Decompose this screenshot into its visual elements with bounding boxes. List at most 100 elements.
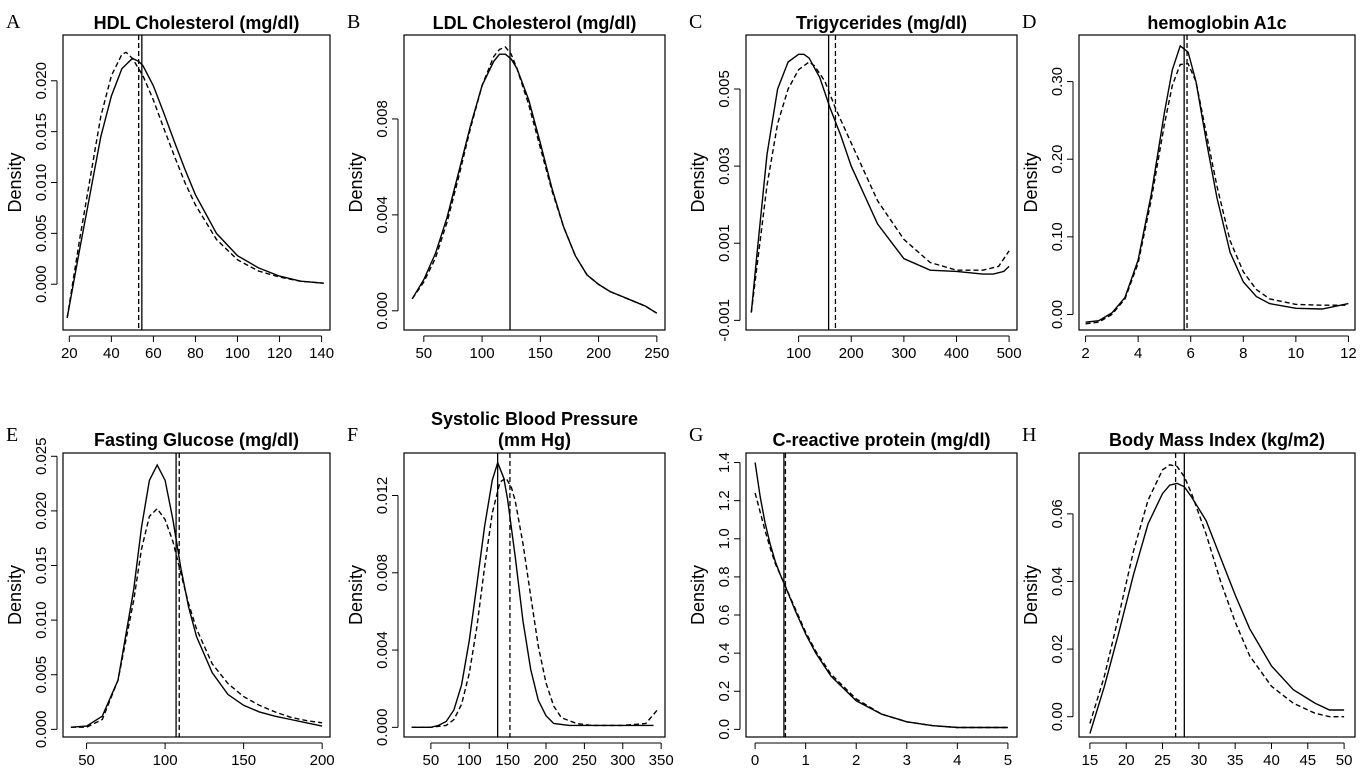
solid-density-curve [1089, 482, 1345, 734]
dashed-density-curve [411, 477, 658, 728]
x-tick-label: 150 [528, 345, 553, 362]
y-tick-label: 0.001 [716, 224, 733, 262]
x-tick-label: 50 [423, 752, 440, 768]
x-tick-label: 1 [801, 752, 809, 768]
x-tick-label: 0 [751, 752, 759, 768]
x-tick-label: 2 [1081, 345, 1089, 362]
dashed-density-curve [1085, 62, 1349, 325]
x-tick-label: 12 [1340, 345, 1357, 362]
y-tick-label: 0.008 [374, 100, 391, 138]
plot-frame [403, 34, 666, 331]
y-tick-label: 0.06 [1049, 499, 1066, 528]
plot-frame [62, 452, 331, 738]
y-tick-label: 0.6 [716, 605, 733, 626]
y-tick-label: 0.003 [716, 147, 733, 185]
plot-frame [62, 34, 331, 331]
y-tick-label: 0.025 [33, 438, 50, 476]
x-tick-label: 350 [649, 752, 674, 768]
panel-title: HDL Cholesterol (mg/dl) [94, 13, 300, 33]
y-tick-label: 1.4 [716, 452, 733, 473]
x-tick-label: 200 [533, 752, 558, 768]
panel-title: Body Mass Index (kg/m2) [1109, 430, 1325, 450]
x-tick-label: 40 [1263, 752, 1280, 768]
x-tick-label: 500 [997, 345, 1022, 362]
panel-letter: C [689, 11, 702, 33]
x-tick-label: 3 [903, 752, 911, 768]
solid-density-curve [754, 462, 1008, 729]
y-axis-label: Density [688, 152, 708, 212]
y-tick-label: 0.04 [1049, 567, 1066, 596]
y-tick-label: 0.02 [1049, 634, 1066, 663]
x-tick-label: 120 [267, 345, 292, 362]
panel-letter: E [6, 424, 18, 446]
panel-letter: D [1022, 11, 1036, 33]
y-tick-label: 0.2 [716, 681, 733, 702]
x-tick-label: 50 [78, 752, 95, 768]
panel-title: C-reactive protein (mg/dl) [772, 430, 990, 450]
panel-letter: G [689, 424, 703, 446]
panel-title: Trigycerides (mg/dl) [796, 13, 967, 33]
y-tick-label: 0.10 [1049, 222, 1066, 251]
solid-density-curve [70, 463, 323, 728]
x-tick-label: 140 [309, 345, 334, 362]
solid-density-curve [66, 57, 324, 318]
panel-a: A HDL Cholesterol (mg/dl) Density 20 40 60 80 1… [5, 11, 334, 362]
y-tick-label: 0.00 [1049, 702, 1066, 731]
x-tick-label: 60 [145, 345, 162, 362]
y-axis-label: Density [1021, 565, 1041, 625]
solid-density-curve [1085, 44, 1349, 323]
plot-frame [1078, 452, 1356, 738]
panel-title: (mm Hg) [498, 430, 571, 450]
y-tick-label: 0.020 [33, 62, 50, 100]
panel-h: H Body Mass Index (kg/m2) Density 15 20 25 30 3… [1021, 424, 1356, 768]
panel-letter: A [6, 11, 21, 33]
panel-f: F Systolic Blood Pressure(mm Hg) Density 50… [346, 409, 674, 768]
x-tick-label: 100 [225, 345, 250, 362]
x-tick-label: 100 [786, 345, 811, 362]
y-tick-label: 1.2 [716, 490, 733, 511]
y-axis-label: Density [688, 565, 708, 625]
x-tick-label: 100 [457, 752, 482, 768]
x-tick-label: 25 [1154, 752, 1171, 768]
x-tick-label: 4 [953, 752, 961, 768]
x-tick-label: 200 [310, 752, 335, 768]
x-tick-label: 45 [1299, 752, 1316, 768]
y-axis-label: Density [5, 565, 25, 625]
x-tick-label: 200 [839, 345, 864, 362]
panel-g: G C-reactive protein (mg/dl) Density 0 1 2 3 4 5… [688, 424, 1018, 768]
x-tick-label: 200 [586, 345, 611, 362]
x-tick-label: 100 [153, 752, 178, 768]
x-tick-label: 80 [187, 345, 204, 362]
dashed-density-curve [750, 61, 1010, 313]
y-tick-label: 0.004 [374, 631, 391, 669]
dashed-density-curve [754, 492, 1008, 729]
y-tick-label: 0.0 [716, 719, 733, 740]
x-tick-label: 250 [644, 345, 669, 362]
x-tick-label: 6 [1187, 345, 1195, 362]
x-tick-label: 2 [852, 752, 860, 768]
x-tick-label: 150 [495, 752, 520, 768]
y-tick-label: 0.020 [33, 492, 50, 530]
y-tick-label: 0.012 [374, 477, 391, 515]
dashed-density-curve [66, 51, 324, 318]
panel-title: Fasting Glucose (mg/dl) [94, 430, 299, 450]
x-tick-label: 250 [572, 752, 597, 768]
solid-density-curve [750, 53, 1010, 313]
dashed-density-curve [1089, 464, 1345, 724]
solid-density-curve [411, 460, 654, 728]
plot-frame [403, 452, 666, 738]
x-tick-label: 300 [610, 752, 635, 768]
x-tick-label: 20 [61, 345, 78, 362]
x-tick-label: 10 [1288, 345, 1305, 362]
dashed-density-curve [70, 507, 323, 728]
plot-frame [745, 34, 1018, 331]
y-tick-label: 0.000 [33, 265, 50, 303]
panel-letter: F [347, 424, 358, 446]
x-tick-label: 50 [415, 345, 432, 362]
y-tick-label: -0.001 [716, 299, 733, 342]
y-tick-label: 0.00 [1049, 300, 1066, 329]
y-tick-label: 0.008 [374, 554, 391, 592]
dashed-density-curve [411, 46, 658, 314]
panel-letter: H [1022, 424, 1036, 446]
